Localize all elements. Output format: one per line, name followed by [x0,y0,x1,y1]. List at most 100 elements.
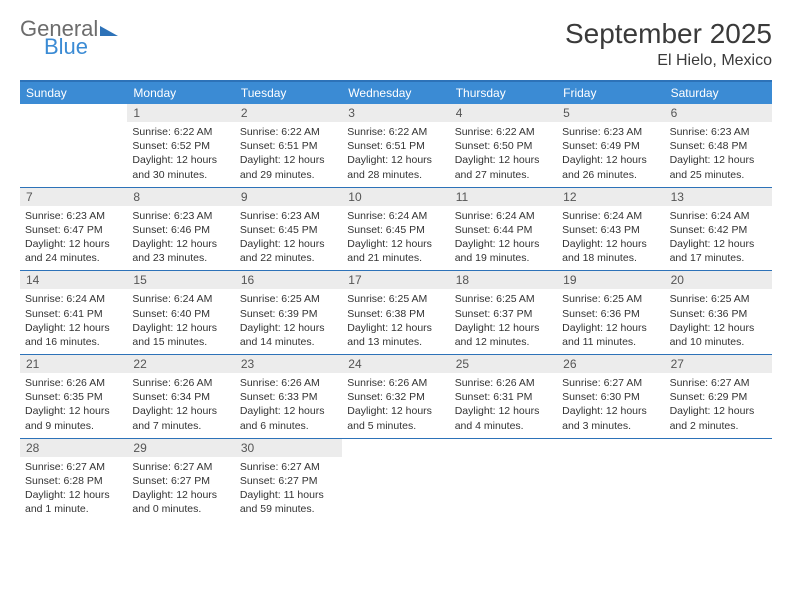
day-number: 22 [127,355,234,373]
day-number: 10 [342,188,449,206]
location: El Hielo, Mexico [565,52,772,70]
sunrise-text: Sunrise: 6:22 AM [347,125,444,139]
sunrise-text: Sunrise: 6:27 AM [25,460,122,474]
sunrise-text: Sunrise: 6:26 AM [132,376,229,390]
day-details: Sunrise: 6:23 AMSunset: 6:48 PMDaylight:… [665,122,772,187]
day-cell: 11Sunrise: 6:24 AMSunset: 6:44 PMDayligh… [450,188,557,271]
day-details: Sunrise: 6:27 AMSunset: 6:29 PMDaylight:… [665,373,772,438]
daylight-text: Daylight: 12 hours and 27 minutes. [455,153,552,181]
daylight-text: Daylight: 12 hours and 19 minutes. [455,237,552,265]
day-cell: 13Sunrise: 6:24 AMSunset: 6:42 PMDayligh… [665,188,772,271]
day-details: Sunrise: 6:26 AMSunset: 6:32 PMDaylight:… [342,373,449,438]
day-cell: 5Sunrise: 6:23 AMSunset: 6:49 PMDaylight… [557,104,664,187]
day-details: Sunrise: 6:27 AMSunset: 6:28 PMDaylight:… [20,457,127,522]
day-details: Sunrise: 6:26 AMSunset: 6:33 PMDaylight:… [235,373,342,438]
daylight-text: Daylight: 12 hours and 30 minutes. [132,153,229,181]
logo-triangle-icon [100,26,118,36]
sunrise-text: Sunrise: 6:27 AM [562,376,659,390]
week-row: 1Sunrise: 6:22 AMSunset: 6:52 PMDaylight… [20,104,772,187]
day-details: Sunrise: 6:27 AMSunset: 6:27 PMDaylight:… [127,457,234,522]
day-number: 14 [20,271,127,289]
daylight-text: Daylight: 12 hours and 16 minutes. [25,321,122,349]
daylight-text: Daylight: 12 hours and 3 minutes. [562,404,659,432]
day-number: 18 [450,271,557,289]
daylight-text: Daylight: 12 hours and 29 minutes. [240,153,337,181]
daylight-text: Daylight: 12 hours and 22 minutes. [240,237,337,265]
day-number: 23 [235,355,342,373]
sunrise-text: Sunrise: 6:22 AM [132,125,229,139]
title-block: September 2025 El Hielo, Mexico [565,18,772,70]
daylight-text: Daylight: 12 hours and 6 minutes. [240,404,337,432]
day-number: 15 [127,271,234,289]
day-cell: 25Sunrise: 6:26 AMSunset: 6:31 PMDayligh… [450,355,557,438]
sunrise-text: Sunrise: 6:27 AM [240,460,337,474]
sunrise-text: Sunrise: 6:25 AM [240,292,337,306]
sunset-text: Sunset: 6:50 PM [455,139,552,153]
day-number: 5 [557,104,664,122]
sunset-text: Sunset: 6:32 PM [347,390,444,404]
daylight-text: Daylight: 12 hours and 24 minutes. [25,237,122,265]
daylight-text: Daylight: 12 hours and 21 minutes. [347,237,444,265]
daylight-text: Daylight: 12 hours and 5 minutes. [347,404,444,432]
day-cell: 30Sunrise: 6:27 AMSunset: 6:27 PMDayligh… [235,439,342,522]
dayname-sun: Sunday [20,82,127,104]
day-details: Sunrise: 6:25 AMSunset: 6:36 PMDaylight:… [665,289,772,354]
day-details: Sunrise: 6:24 AMSunset: 6:45 PMDaylight:… [342,206,449,271]
sunset-text: Sunset: 6:31 PM [455,390,552,404]
day-number: 12 [557,188,664,206]
day-number [557,439,664,457]
dayname-row: Sunday Monday Tuesday Wednesday Thursday… [20,82,772,104]
sunset-text: Sunset: 6:45 PM [347,223,444,237]
sunrise-text: Sunrise: 6:23 AM [240,209,337,223]
daylight-text: Daylight: 12 hours and 17 minutes. [670,237,767,265]
sunset-text: Sunset: 6:33 PM [240,390,337,404]
day-number: 1 [127,104,234,122]
day-cell: 26Sunrise: 6:27 AMSunset: 6:30 PMDayligh… [557,355,664,438]
calendar: Sunday Monday Tuesday Wednesday Thursday… [20,80,772,521]
sunset-text: Sunset: 6:29 PM [670,390,767,404]
day-number: 21 [20,355,127,373]
sunrise-text: Sunrise: 6:24 AM [562,209,659,223]
sunrise-text: Sunrise: 6:24 AM [455,209,552,223]
day-number: 19 [557,271,664,289]
day-number: 2 [235,104,342,122]
sunrise-text: Sunrise: 6:26 AM [455,376,552,390]
sunrise-text: Sunrise: 6:25 AM [562,292,659,306]
day-cell: 7Sunrise: 6:23 AMSunset: 6:47 PMDaylight… [20,188,127,271]
day-cell: 16Sunrise: 6:25 AMSunset: 6:39 PMDayligh… [235,271,342,354]
daylight-text: Daylight: 12 hours and 11 minutes. [562,321,659,349]
daylight-text: Daylight: 12 hours and 4 minutes. [455,404,552,432]
day-details: Sunrise: 6:25 AMSunset: 6:38 PMDaylight:… [342,289,449,354]
sunset-text: Sunset: 6:45 PM [240,223,337,237]
sunset-text: Sunset: 6:36 PM [562,307,659,321]
week-row: 7Sunrise: 6:23 AMSunset: 6:47 PMDaylight… [20,187,772,271]
day-cell: 18Sunrise: 6:25 AMSunset: 6:37 PMDayligh… [450,271,557,354]
logo: General Blue [20,18,118,58]
day-number [450,439,557,457]
sunset-text: Sunset: 6:49 PM [562,139,659,153]
sunset-text: Sunset: 6:27 PM [132,474,229,488]
day-cell: 4Sunrise: 6:22 AMSunset: 6:50 PMDaylight… [450,104,557,187]
header: General Blue September 2025 El Hielo, Me… [20,18,772,70]
dayname-wed: Wednesday [342,82,449,104]
day-cell: 10Sunrise: 6:24 AMSunset: 6:45 PMDayligh… [342,188,449,271]
daylight-text: Daylight: 12 hours and 18 minutes. [562,237,659,265]
day-number: 13 [665,188,772,206]
day-details: Sunrise: 6:25 AMSunset: 6:39 PMDaylight:… [235,289,342,354]
sunset-text: Sunset: 6:28 PM [25,474,122,488]
dayname-sat: Saturday [665,82,772,104]
daylight-text: Daylight: 12 hours and 28 minutes. [347,153,444,181]
daylight-text: Daylight: 12 hours and 0 minutes. [132,488,229,516]
day-details: Sunrise: 6:27 AMSunset: 6:30 PMDaylight:… [557,373,664,438]
day-details: Sunrise: 6:26 AMSunset: 6:35 PMDaylight:… [20,373,127,438]
sunrise-text: Sunrise: 6:23 AM [562,125,659,139]
day-details: Sunrise: 6:22 AMSunset: 6:50 PMDaylight:… [450,122,557,187]
daylight-text: Daylight: 12 hours and 9 minutes. [25,404,122,432]
day-number: 17 [342,271,449,289]
day-cell: 28Sunrise: 6:27 AMSunset: 6:28 PMDayligh… [20,439,127,522]
day-number: 8 [127,188,234,206]
day-cell: 23Sunrise: 6:26 AMSunset: 6:33 PMDayligh… [235,355,342,438]
sunrise-text: Sunrise: 6:27 AM [132,460,229,474]
daylight-text: Daylight: 11 hours and 59 minutes. [240,488,337,516]
sunrise-text: Sunrise: 6:26 AM [25,376,122,390]
